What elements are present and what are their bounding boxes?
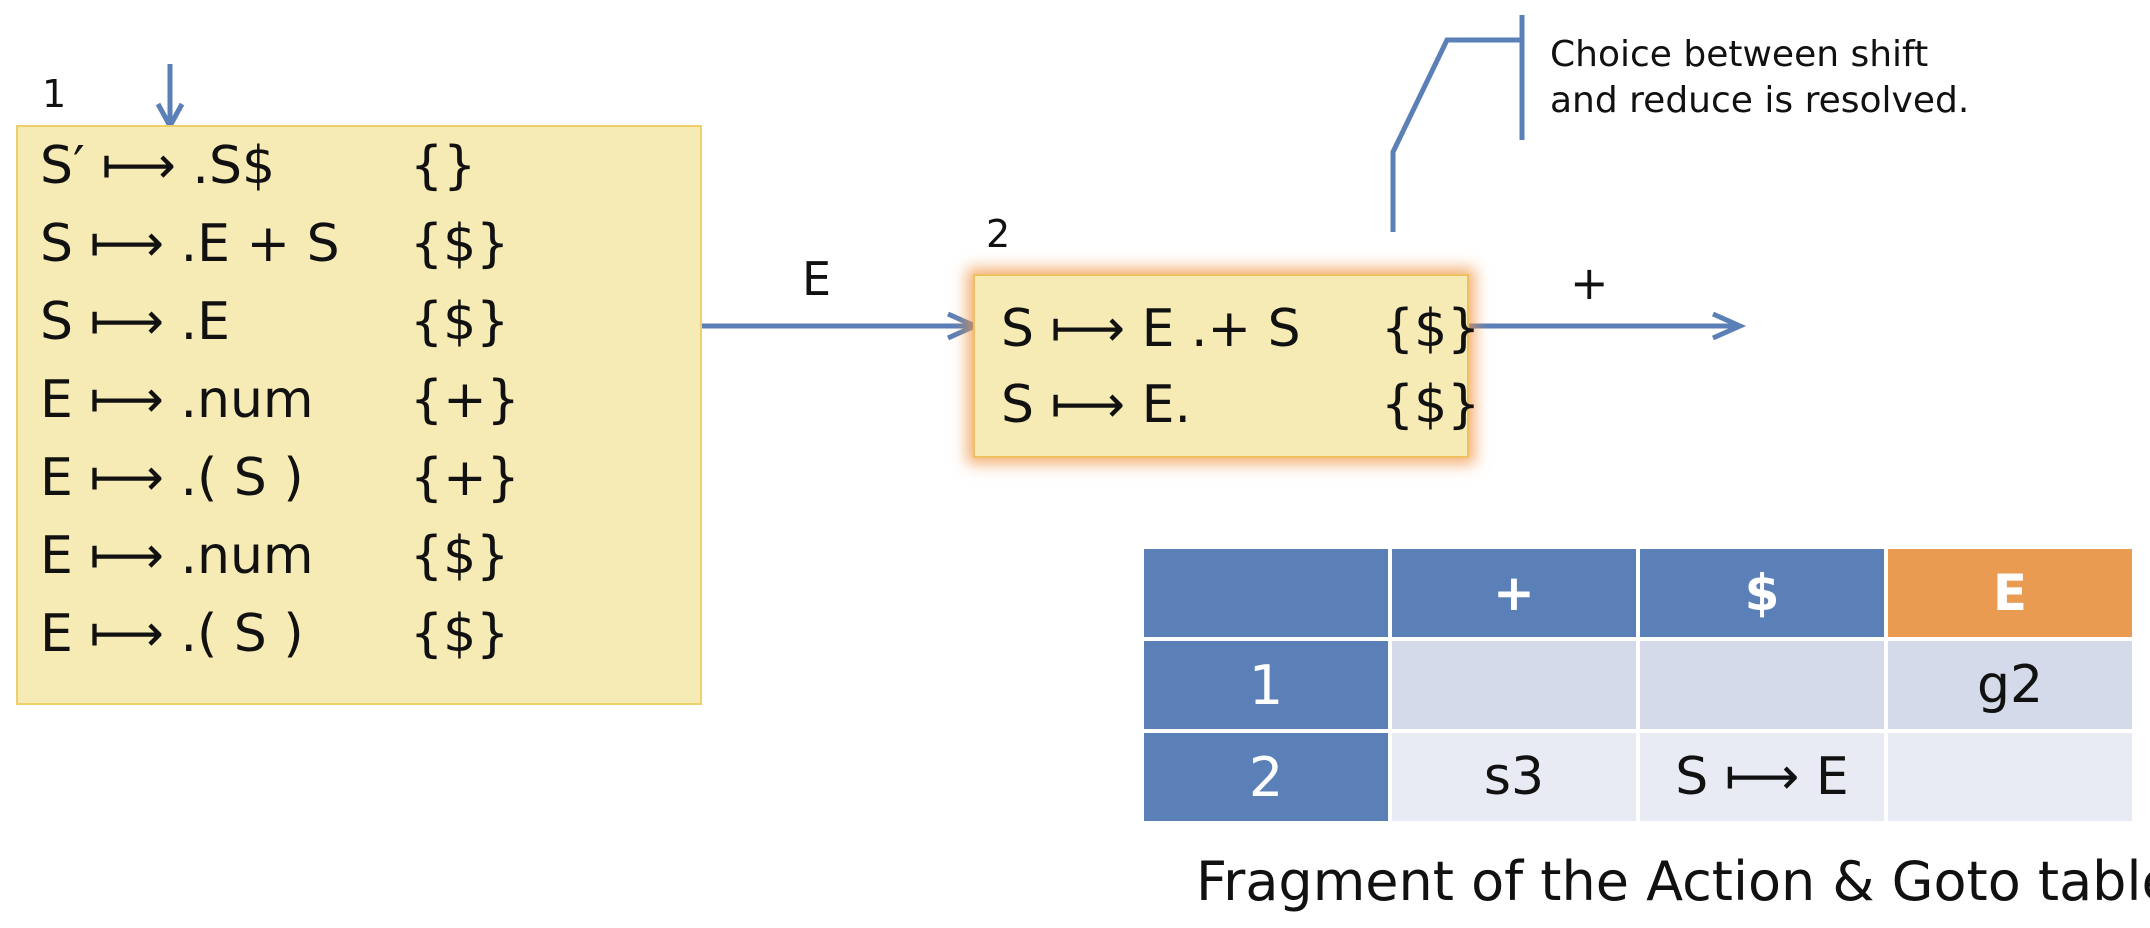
row-state: 2 bbox=[1140, 729, 1392, 825]
state-1-item: E ⟼ .num {+} bbox=[40, 370, 520, 430]
state-1-item: E ⟼ .( S ) {+} bbox=[40, 448, 520, 508]
cell-goto-e: g2 bbox=[1884, 637, 2136, 733]
plus-transition-label: + bbox=[1570, 256, 1609, 310]
e-transition-arrow bbox=[702, 311, 982, 341]
cell-plus: s3 bbox=[1388, 729, 1640, 825]
cell-dollar: S ⟼ E bbox=[1636, 729, 1888, 825]
plus-transition-arrow bbox=[1468, 311, 1747, 341]
state-1-item: S ⟼ .E + S {$} bbox=[40, 214, 510, 274]
state-2-number: 2 bbox=[986, 212, 1011, 256]
state-2-box: S ⟼ E .+ S {$} S ⟼ E. {$} bbox=[973, 274, 1481, 458]
row-state: 1 bbox=[1140, 637, 1392, 733]
state-1-item: S′ ⟼ .S$ {} bbox=[40, 136, 477, 196]
action-goto-table: + $ E 1 g2 2 s3 S ⟼ E bbox=[1140, 545, 2136, 825]
cell-plus bbox=[1388, 637, 1640, 733]
callout-line-2: and reduce is resolved. bbox=[1550, 80, 1970, 121]
cell-goto-e bbox=[1884, 729, 2136, 825]
table-row: 2 s3 S ⟼ E bbox=[1140, 729, 2136, 825]
e-transition-label: E bbox=[802, 252, 832, 306]
entry-arrow bbox=[155, 64, 185, 132]
cell-dollar bbox=[1636, 637, 1888, 733]
state-1-item: E ⟼ .num {$} bbox=[40, 526, 510, 586]
callout-note: Choice between shift and reduce is resol… bbox=[1550, 32, 1969, 124]
table-header-plus: + bbox=[1388, 545, 1640, 641]
table-caption: Fragment of the Action & Goto tables bbox=[1196, 850, 2150, 913]
state-2-item: S ⟼ E .+ S {$} bbox=[1001, 299, 1481, 359]
state-1-item: S ⟼ .E {$} bbox=[40, 292, 510, 352]
callout-line-1: Choice between shift bbox=[1550, 34, 1929, 75]
state-2-item: S ⟼ E. {$} bbox=[1001, 375, 1481, 435]
table-header-goto-e: E bbox=[1884, 545, 2136, 641]
state-1-number: 1 bbox=[42, 72, 67, 116]
state-1-box: S′ ⟼ .S$ {} S ⟼ .E + S {$} S ⟼ .E {$} E … bbox=[16, 125, 702, 705]
state-1-item: E ⟼ .( S ) {$} bbox=[40, 604, 510, 664]
table-row: 1 g2 bbox=[1140, 637, 2136, 733]
table-header-corner bbox=[1140, 545, 1392, 641]
callout-connector bbox=[1390, 15, 1525, 232]
table-header-row: + $ E bbox=[1140, 545, 2136, 641]
table-header-dollar: $ bbox=[1636, 545, 1888, 641]
